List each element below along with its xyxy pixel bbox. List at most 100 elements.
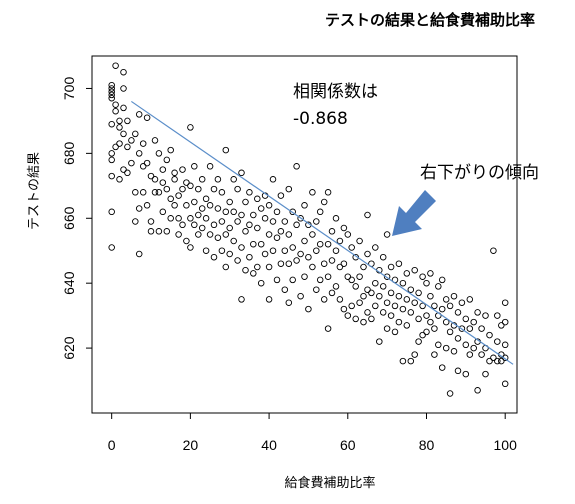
data-point: [108, 85, 115, 92]
data-point: [446, 328, 454, 336]
data-point: [498, 357, 505, 365]
data-point: [482, 370, 489, 378]
data-point: [320, 260, 328, 267]
data-point: [273, 208, 281, 216]
data-point: [368, 315, 375, 323]
data-point: [501, 318, 509, 326]
data-point: [387, 289, 395, 297]
data-point: [376, 338, 383, 345]
data-point: [478, 351, 485, 358]
data-point: [360, 292, 367, 300]
data-point: [340, 305, 348, 313]
data-point: [470, 344, 477, 352]
data-point: [167, 195, 174, 203]
data-point: [415, 315, 422, 323]
data-point: [407, 357, 415, 365]
data-point: [305, 305, 312, 313]
data-point: [246, 189, 253, 196]
data-point: [391, 302, 399, 310]
data-point: [202, 247, 210, 254]
data-point: [222, 231, 230, 238]
data-point: [198, 224, 206, 232]
data-point: [391, 328, 399, 336]
data-point: [324, 240, 332, 248]
data-point: [265, 263, 273, 271]
data-point: [135, 111, 143, 118]
data-point: [340, 224, 348, 232]
data-point: [257, 279, 265, 287]
data-point: [124, 169, 131, 177]
data-point: [206, 231, 214, 238]
data-point: [419, 302, 426, 310]
x-tick-label: 20: [183, 437, 199, 453]
data-point: [222, 208, 230, 216]
data-point: [356, 299, 363, 306]
data-point: [135, 250, 143, 258]
data-point: [250, 211, 257, 219]
data-point: [254, 195, 261, 203]
data-point: [415, 338, 422, 345]
x-tick-label: 40: [261, 437, 277, 453]
data-point: [438, 276, 446, 284]
trend-label: 右下がりの傾向: [420, 163, 539, 183]
data-point: [183, 237, 190, 245]
data-point: [116, 140, 123, 147]
data-point: [261, 250, 269, 258]
data-point: [277, 228, 285, 235]
data-point: [139, 163, 147, 170]
data-point: [218, 189, 226, 196]
data-point: [202, 215, 210, 222]
data-point: [462, 341, 470, 349]
data-point: [332, 283, 340, 290]
data-point: [352, 283, 359, 290]
data-point: [167, 146, 174, 154]
data-point: [120, 130, 127, 138]
data-point: [474, 309, 481, 316]
data-point: [175, 192, 182, 199]
data-point: [159, 179, 167, 186]
data-point: [399, 357, 407, 365]
data-point: [179, 166, 186, 173]
data-point: [139, 140, 147, 147]
data-point: [293, 163, 300, 170]
x-tick-label: 100: [494, 437, 518, 453]
data-point: [238, 211, 245, 219]
data-point: [289, 276, 296, 284]
data-point: [155, 189, 163, 196]
data-point: [360, 263, 367, 271]
data-point: [419, 331, 426, 339]
y-tick-label: 620: [61, 336, 77, 360]
data-point: [108, 156, 115, 164]
data-point: [486, 357, 493, 365]
data-point: [151, 189, 159, 196]
data-point: [376, 292, 383, 300]
x-tick-label: 80: [419, 437, 435, 453]
data-point: [320, 198, 328, 206]
data-point: [265, 202, 273, 209]
data-point: [324, 189, 332, 196]
data-point: [234, 257, 241, 264]
data-point: [407, 309, 415, 316]
data-point: [466, 296, 474, 303]
data-point: [348, 244, 355, 251]
data-point: [238, 296, 245, 303]
data-point: [462, 370, 470, 378]
data-point: [281, 286, 289, 293]
data-point: [352, 315, 359, 323]
data-point: [466, 325, 474, 332]
data-point: [108, 120, 115, 128]
data-point: [490, 247, 497, 254]
data-point: [238, 244, 245, 251]
data-point: [305, 253, 312, 261]
data-point: [226, 224, 233, 232]
data-point: [116, 176, 123, 183]
data-point: [112, 101, 119, 108]
data-point: [108, 208, 115, 216]
data-point: [442, 344, 450, 352]
data-point: [210, 185, 218, 193]
data-point: [269, 247, 277, 254]
data-point: [195, 211, 202, 219]
data-point: [234, 218, 241, 225]
data-point: [257, 240, 265, 248]
data-point: [191, 163, 198, 170]
